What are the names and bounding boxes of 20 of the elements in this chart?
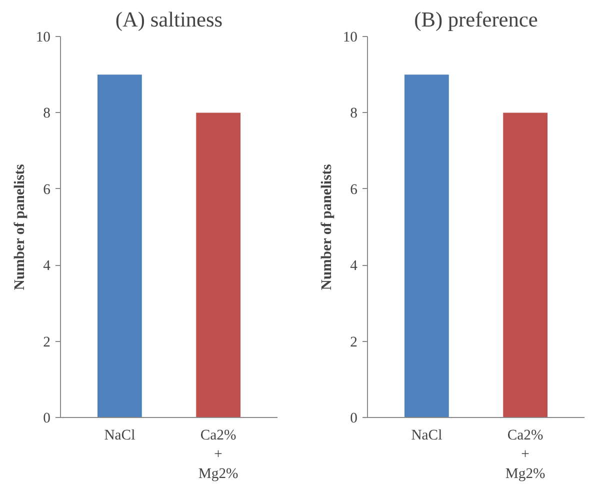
x-tick-label: Ca2% + Mg2% <box>505 428 546 482</box>
y-tick-label: 2 <box>350 334 358 350</box>
y-tick-label: 10 <box>36 30 50 46</box>
y-tick-label: 8 <box>350 106 358 122</box>
y-axis-title: Number of panelists <box>12 164 28 290</box>
y-tick-label: 4 <box>43 258 52 274</box>
y-tick-label: 2 <box>43 334 50 350</box>
x-tick-label: Ca2% + Mg2% <box>198 428 238 482</box>
y-axis-title: Number of panelists <box>318 164 335 290</box>
y-tick-label: 0 <box>350 410 358 426</box>
x-tick-label: NaCl <box>104 428 136 444</box>
y-tick-label: 6 <box>43 182 50 198</box>
chart-title: (A) saltiness <box>115 8 223 32</box>
y-tick-label: 4 <box>350 258 358 274</box>
y-tick-label: 6 <box>350 182 358 198</box>
x-tick-label: NaCl <box>411 428 442 444</box>
chart-title: (B) preference <box>414 8 538 32</box>
y-tick-label: 10 <box>342 30 358 46</box>
y-tick-label: 0 <box>43 410 50 426</box>
y-tick-label: 8 <box>43 106 50 122</box>
